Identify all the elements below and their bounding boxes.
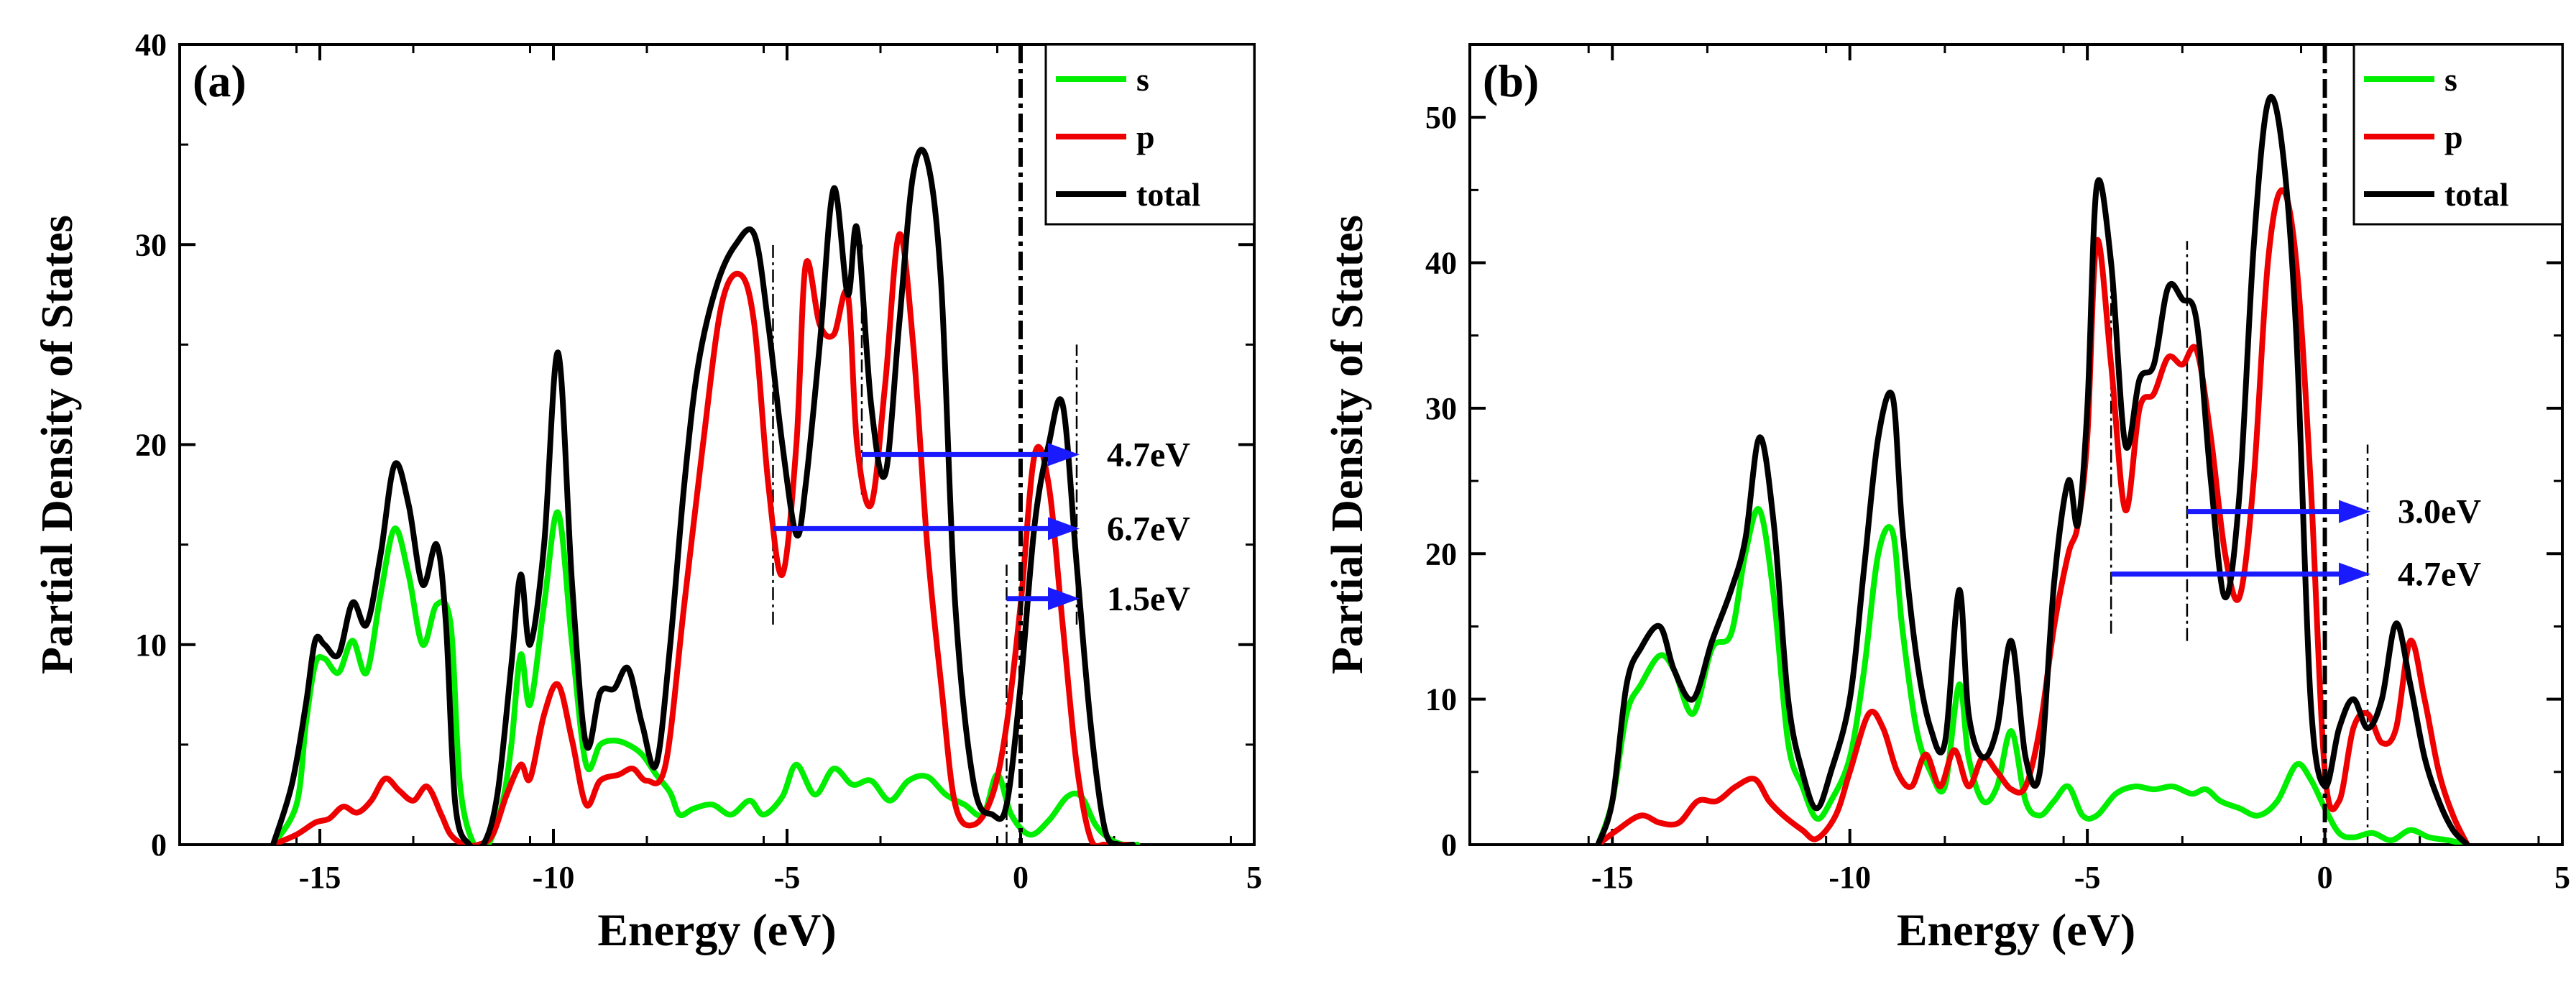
series-group — [270, 147, 1141, 845]
plot-frame — [1468, 43, 2564, 846]
x-tick-label: 5 — [1246, 860, 1262, 895]
x-tick-label: -10 — [533, 860, 575, 895]
y-tick-label: 20 — [1425, 536, 1457, 571]
gap-arrow-head — [1048, 517, 1080, 541]
legend-label-p: p — [2444, 119, 2463, 155]
series-total-line — [1595, 94, 2470, 845]
y-tick-label: 30 — [135, 227, 167, 262]
gap-arrow-head — [2339, 500, 2371, 523]
y-tick-label: 50 — [1425, 100, 1457, 135]
gap-arrow-head — [1048, 443, 1080, 467]
x-tick-label: 0 — [1013, 860, 1029, 895]
gap-label: 6.7eV — [1107, 510, 1190, 548]
y-tick-label: 40 — [1425, 246, 1457, 281]
x-tick-label: -15 — [299, 860, 341, 895]
y-tick-label: 20 — [135, 428, 167, 463]
x-tick-label: -15 — [1591, 860, 1634, 895]
x-tick-label: -5 — [2074, 860, 2101, 895]
gap-label: 4.7eV — [2398, 556, 2481, 594]
panel-label: (b) — [1483, 55, 1539, 106]
y-tick-label: 10 — [1425, 682, 1457, 717]
y-axis-label: Partial Density of States — [33, 215, 82, 674]
legend-label-s: s — [2444, 61, 2457, 98]
y-tick-label: 40 — [135, 27, 167, 63]
y-tick-label: 0 — [151, 827, 167, 863]
gap-label: 3.0eV — [2398, 493, 2481, 531]
y-axis-label: Partial Density of States — [1323, 215, 1372, 674]
legend-label-s: s — [1136, 61, 1149, 98]
y-tick-label: 0 — [1441, 827, 1457, 863]
panel-a: -15 -10 -5 0 5 0 10 20 30 40 Partial Density of St… — [33, 27, 1262, 955]
x-tick-label: -10 — [1828, 860, 1871, 895]
series-s-line — [270, 509, 1141, 845]
x-axis-label: Energy (eV) — [597, 904, 836, 955]
x-axis-label: Energy (eV) — [1897, 904, 2135, 955]
series-group — [1595, 94, 2470, 845]
y-tick-label: 10 — [135, 628, 167, 663]
series-total-line — [270, 147, 1136, 845]
gap-arrow-head — [2339, 562, 2371, 586]
y-tick-label: 30 — [1425, 391, 1457, 426]
x-tick-label: 0 — [2317, 860, 2333, 895]
panel-label: (a) — [193, 55, 247, 106]
legend-label-p: p — [1136, 119, 1155, 155]
x-tick-label: -5 — [774, 860, 801, 895]
gap-label: 4.7eV — [1107, 436, 1190, 474]
legend-label-total: total — [1136, 176, 1200, 213]
x-tick-label: 5 — [2554, 860, 2570, 895]
series-s-line — [1595, 506, 2470, 845]
series-p-line — [270, 231, 1136, 845]
gap-arrow-head — [1048, 587, 1080, 610]
gap-label: 1.5eV — [1107, 580, 1190, 618]
legend-label-total: total — [2444, 176, 2508, 213]
